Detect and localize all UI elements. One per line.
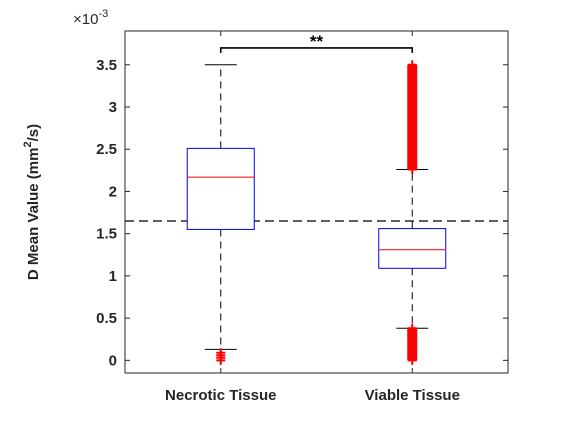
significance-bracket (219, 47, 414, 53)
y-label-tail: /s) (25, 124, 42, 142)
y-axis-ticks: 0 0.5 1 1.5 2 2.5 3 3.5 (96, 57, 508, 369)
significance-label: ** (310, 32, 324, 51)
y-tick-label: 3.5 (96, 57, 117, 74)
box-iqr (378, 228, 447, 269)
outlier-marker (407, 323, 417, 333)
y-exponent-base: ×10 (73, 11, 98, 28)
y-tick-label: 1 (109, 268, 117, 285)
box-iqr (186, 147, 255, 230)
outlier-marker (407, 355, 417, 365)
y-axis-label: D Mean Value (mm2/s) (22, 124, 42, 280)
y-label-main: D Mean Value (mm (25, 148, 42, 281)
box-group (186, 64, 255, 365)
outlier-cluster (407, 64, 418, 170)
y-tick-label: 3 (109, 99, 117, 116)
y-label-superscript: 2 (22, 141, 34, 147)
y-tick-label: 2 (109, 183, 117, 200)
outlier-marker (216, 348, 226, 358)
y-tick-label: 0 (109, 352, 117, 369)
outlier-cluster (407, 328, 418, 361)
y-tick-label: 2.5 (96, 141, 117, 158)
box-group (378, 60, 447, 365)
outlier-marker (407, 60, 417, 70)
plot-area: ** (125, 32, 508, 365)
x-tick-label: Necrotic Tissue (165, 387, 276, 404)
y-tick-label: 0.5 (96, 310, 117, 327)
axes-frame (124, 30, 509, 374)
y-exponent-power: -3 (98, 8, 108, 20)
y-tick-label: 1.5 (96, 226, 117, 243)
y-axis-exponent: ×10-3 (73, 8, 108, 28)
x-tick-label: Viable Tissue (365, 387, 460, 404)
outlier-marker (407, 164, 417, 174)
x-axis-ticks: Necrotic Tissue Viable Tissue (165, 31, 460, 404)
